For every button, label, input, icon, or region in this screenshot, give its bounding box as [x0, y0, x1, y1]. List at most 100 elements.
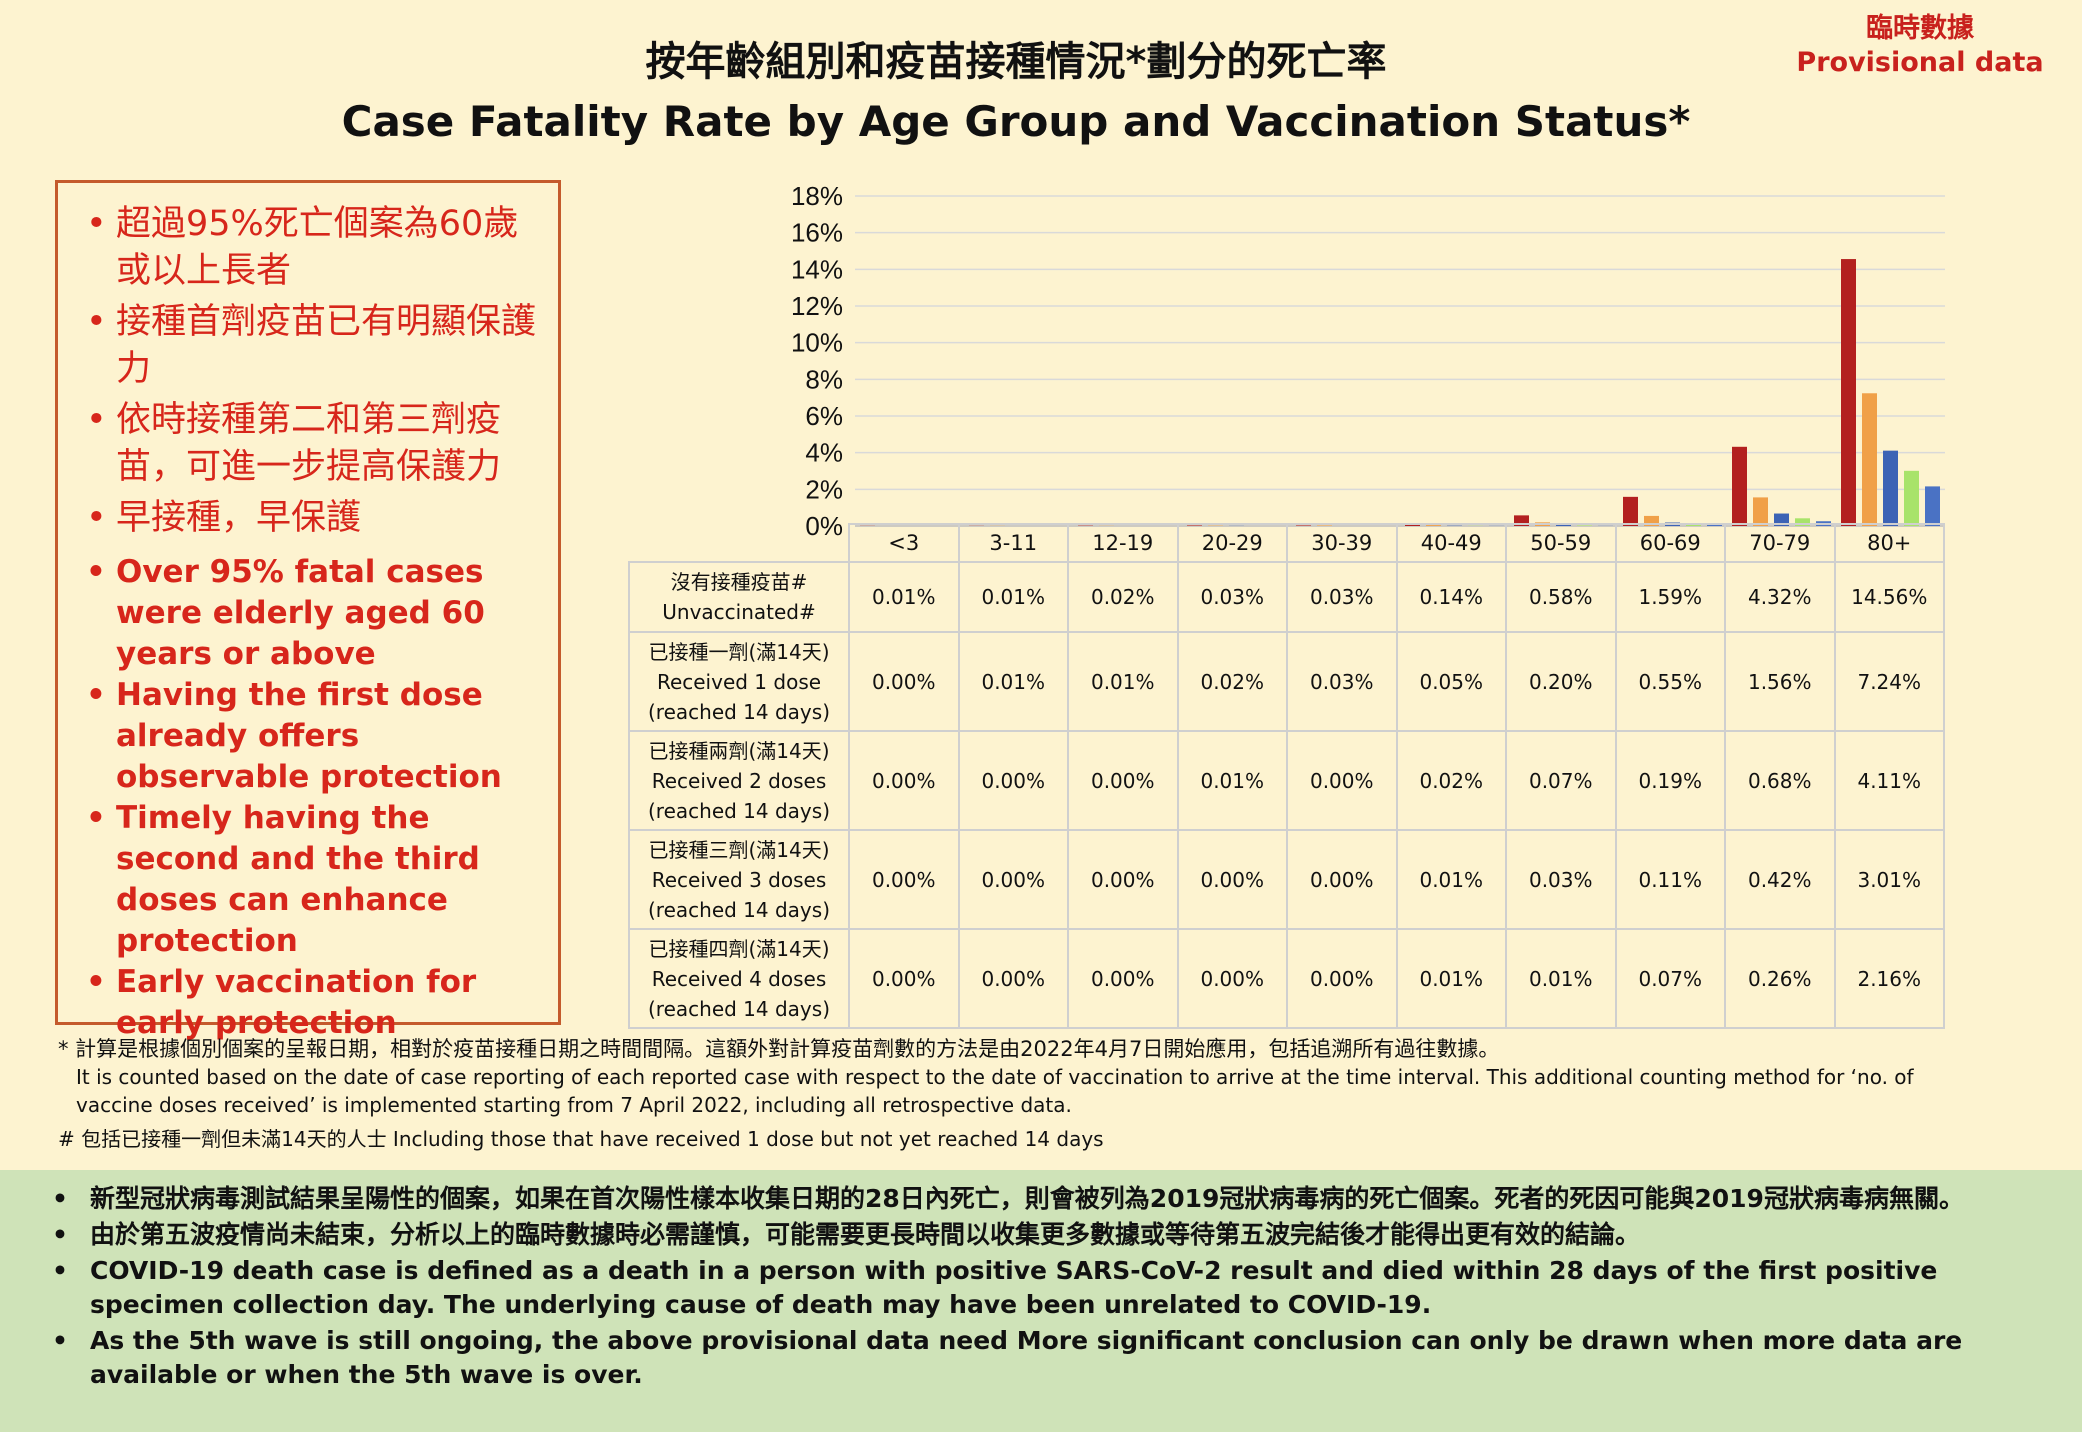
key-points-zh: 超過95%死亡個案為60歲或以上長者 接種首劑疫苗已有明顯保護力 依時接種第二和… — [78, 201, 538, 542]
footnote-star-en: It is counted based on the date of case … — [76, 1065, 1914, 1117]
bar — [1732, 446, 1747, 526]
series-label-line: Received 4 doses — [651, 966, 827, 991]
table-cell: 0.03% — [1286, 561, 1398, 633]
key-point-zh: 早接種，早保護 — [78, 495, 538, 542]
table-cell: 1.56% — [1724, 631, 1836, 732]
y-tick-label: 18% — [791, 181, 843, 211]
series-label-line: (reached 14 days) — [648, 699, 830, 724]
y-tick-label: 8% — [805, 364, 843, 394]
notes-panel: 新型冠狀病毒測試結果呈陽性的個案，如果在首次陽性樣本收集日期的28日內死亡，則會… — [0, 1170, 2082, 1432]
table-cell: 3.01% — [1833, 829, 1945, 930]
category-label: 30-39 — [1286, 523, 1398, 563]
table-cell: 0.01% — [1176, 730, 1288, 831]
series-label-line: Received 3 doses — [651, 867, 827, 892]
table-cell: 2.16% — [1833, 928, 1945, 1029]
series-label-line: (reached 14 days) — [648, 798, 830, 823]
table-cell: 0.00% — [1067, 730, 1179, 831]
page-title: 按年齡組別和疫苗接種情況*劃分的死亡率 Case Fatality Rate b… — [0, 36, 2082, 150]
bar — [1862, 393, 1877, 526]
table-cell: 0.01% — [957, 631, 1069, 732]
table-cell: 0.00% — [1286, 730, 1398, 831]
series-label-line: 已接種三劑(滿14天) — [648, 837, 830, 862]
bar-chart-svg: 0%2%4%6%8%10%12%14%16%18% — [791, 181, 1945, 540]
series-label-line: (reached 14 days) — [648, 897, 830, 922]
provisional-label-zh: 臨時數據 — [1866, 13, 1974, 44]
table-row: 已接種一劑(滿14天) Received 1 dose (reached 14 da… — [628, 631, 1945, 732]
table-cell: 0.03% — [1286, 631, 1398, 732]
category-label: <3 — [848, 523, 960, 563]
table-cell: 0.55% — [1614, 631, 1726, 732]
title-zh: 按年齡組別和疫苗接種情況*劃分的死亡率 — [645, 39, 1387, 85]
y-tick-label: 4% — [805, 438, 843, 468]
note-item: 由於第五波疫情尚未結束，分析以上的臨時數據時必需謹慎，可能需要更長時間以收集更多… — [52, 1218, 1982, 1252]
table-cell: 0.11% — [1614, 829, 1726, 930]
table-cell: 0.02% — [1176, 631, 1288, 732]
category-label: 20-29 — [1176, 523, 1288, 563]
table-cell: 0.19% — [1614, 730, 1726, 831]
title-en: Case Fatality Rate by Age Group and Vacc… — [341, 97, 1691, 146]
table-cell: 0.00% — [957, 928, 1069, 1029]
bar — [1774, 513, 1789, 526]
footnote-hash: # 包括已接種一劑但未滿14天的人士 Including those that … — [58, 1127, 1104, 1151]
key-point-zh: 依時接種第二和第三劑疫苗，可進一步提高保護力 — [78, 397, 538, 491]
bar — [1623, 496, 1638, 526]
table-cell: 0.01% — [1395, 829, 1507, 930]
table-header-row: <3 3-11 12-19 20-29 30-39 40-49 50-59 60-69 70-7… — [629, 523, 1945, 563]
table-cell: 0.00% — [1176, 928, 1288, 1029]
table-cell: 0.05% — [1395, 631, 1507, 732]
table-cell: 0.00% — [1286, 829, 1398, 930]
category-label: 3-11 — [957, 523, 1069, 563]
table-cell: 7.24% — [1833, 631, 1945, 732]
table-cell: 0.26% — [1724, 928, 1836, 1029]
category-label: 50-59 — [1505, 523, 1617, 563]
table-cell: 4.11% — [1833, 730, 1945, 831]
bar — [1883, 450, 1898, 526]
table-row: 已接種兩劑(滿14天) Received 2 doses (reached 14 d… — [628, 730, 1945, 831]
table-row: 沒有接種疫苗# Unvaccinated# 0.01% 0.01% 0.02% 0.03%… — [628, 561, 1945, 633]
series-label-line: 已接種四劑(滿14天) — [648, 936, 830, 961]
bar — [1644, 515, 1659, 526]
key-point-zh: 超過95%死亡個案為60歲或以上長者 — [78, 201, 538, 295]
category-label: 60-69 — [1614, 523, 1726, 563]
bar — [1904, 470, 1919, 526]
table-cell: 0.01% — [1395, 928, 1507, 1029]
table-cell: 0.20% — [1505, 631, 1617, 732]
category-label: 70-79 — [1724, 523, 1836, 563]
key-point-zh: 接種首劑疫苗已有明顯保護力 — [78, 299, 538, 393]
table-cell: 0.03% — [1176, 561, 1288, 633]
bar — [1925, 486, 1940, 526]
bar — [1841, 259, 1856, 526]
series-label: 已接種三劑(滿14天) Received 3 doses (reached 14 d… — [628, 829, 850, 930]
table-cell: 0.00% — [1067, 928, 1179, 1029]
table-cell: 0.07% — [1614, 928, 1726, 1029]
note-item: 新型冠狀病毒測試結果呈陽性的個案，如果在首次陽性樣本收集日期的28日內死亡，則會… — [52, 1182, 1982, 1216]
category-label: 40-49 — [1395, 523, 1507, 563]
table-cell: 0.58% — [1505, 561, 1617, 633]
series-label-line: 沒有接種疫苗# — [670, 570, 808, 594]
series-label: 已接種兩劑(滿14天) Received 2 doses (reached 14 d… — [628, 730, 850, 831]
series-label-line: (reached 14 days) — [648, 996, 830, 1021]
series-label-line: 已接種一劑(滿14天) — [648, 639, 830, 664]
series-label-line: Received 2 doses — [651, 768, 827, 793]
bar — [1795, 518, 1810, 526]
y-tick-label: 10% — [791, 328, 843, 358]
table-corner — [629, 524, 850, 563]
table-cell: 0.68% — [1724, 730, 1836, 831]
table-cell: 0.00% — [848, 631, 960, 732]
category-label: 12-19 — [1067, 523, 1179, 563]
data-table: <3 3-11 12-19 20-29 30-39 40-49 50-59 60-69 70-7… — [628, 523, 1945, 1029]
key-point-en: Early vaccination for early protection — [78, 962, 538, 1044]
note-item: COVID-19 death case is defined as a deat… — [52, 1254, 1982, 1322]
series-label: 已接種一劑(滿14天) Received 1 dose (reached 14 da… — [628, 631, 850, 732]
table-cell: 0.02% — [1067, 561, 1179, 633]
table-cell: 0.07% — [1505, 730, 1617, 831]
table-cell: 0.01% — [1505, 928, 1617, 1029]
table-cell: 0.42% — [1724, 829, 1836, 930]
table-cell: 0.00% — [1067, 829, 1179, 930]
table-row: 已接種三劑(滿14天) Received 3 doses (reached 14 d… — [628, 829, 1945, 930]
series-label-line: Received 1 dose — [656, 669, 822, 694]
table-cell: 0.14% — [1395, 561, 1507, 633]
table-cell: 0.00% — [1286, 928, 1398, 1029]
table-cell: 0.00% — [848, 928, 960, 1029]
y-tick-label: 2% — [805, 474, 843, 504]
